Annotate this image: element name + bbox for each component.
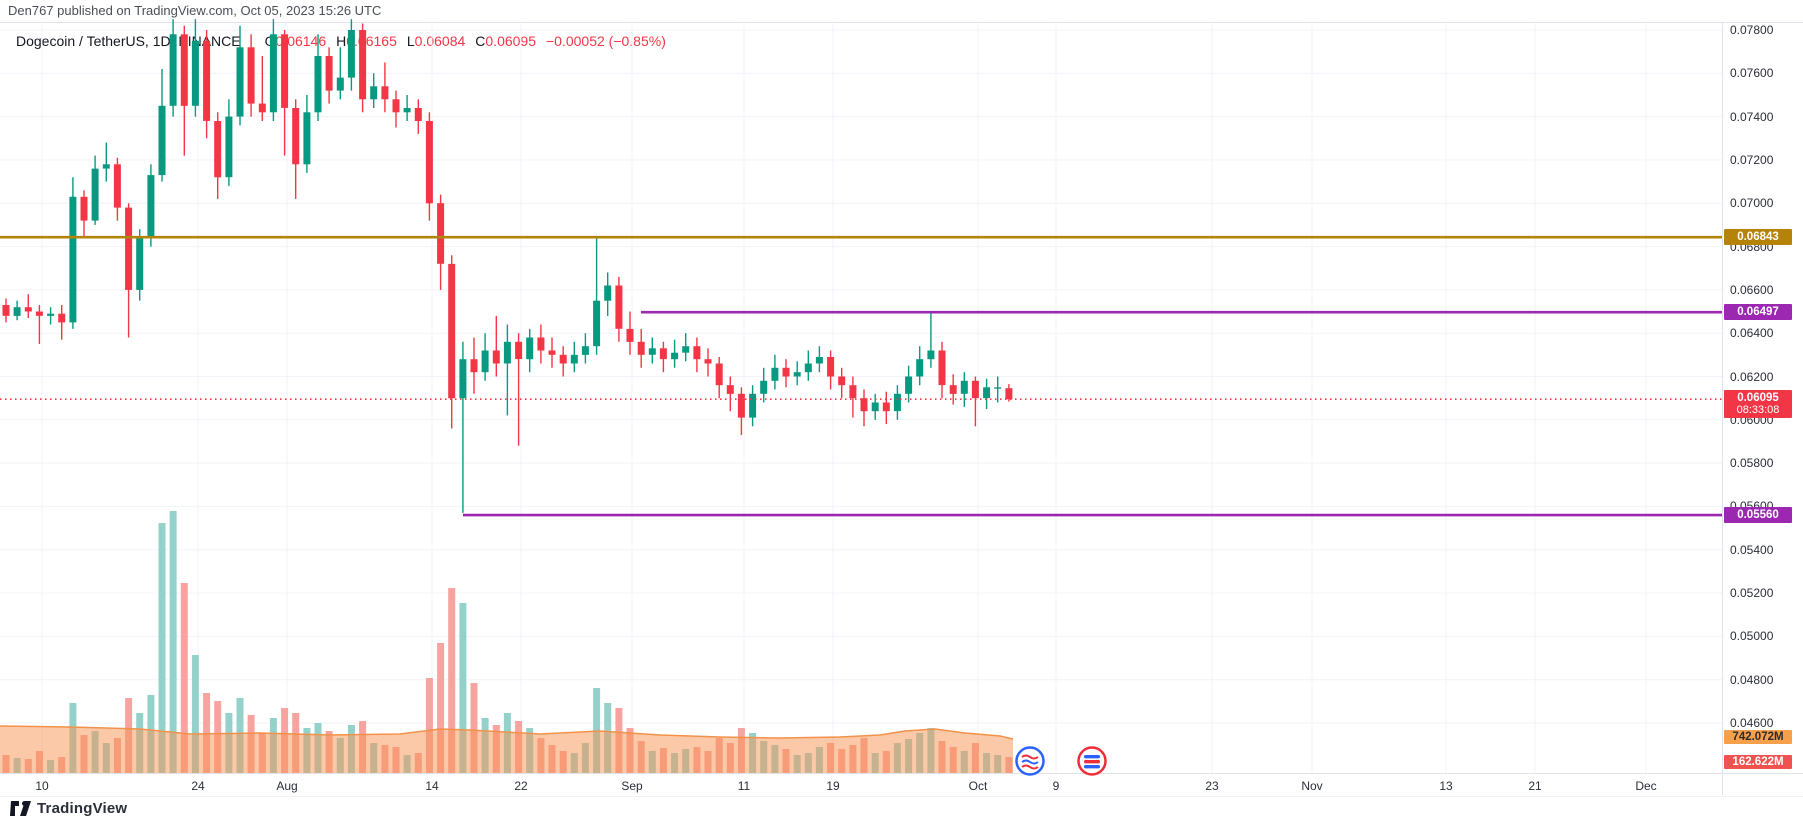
time-tick-label: Oct — [968, 779, 988, 793]
low-value: 0.06084 — [414, 33, 466, 49]
price-tick-label: 0.07400 — [1730, 109, 1774, 124]
close-label: C — [475, 33, 486, 49]
price-tick-label: 0.04800 — [1730, 672, 1774, 687]
price-tick-label: 0.05000 — [1730, 629, 1774, 644]
price-tick-label: 0.06200 — [1730, 369, 1774, 384]
time-tick-label: 14 — [425, 779, 439, 793]
high-value: 0.06165 — [346, 33, 397, 49]
change-value: −0.00052 (−0.85%) — [546, 33, 666, 49]
price-tick-label: 0.05400 — [1730, 542, 1774, 557]
coin-stamp-icon-1 — [1015, 746, 1045, 776]
tradingview-footer[interactable]: TradingView — [10, 799, 127, 818]
time-tick-label: Aug — [276, 779, 298, 793]
time-axis-border — [0, 773, 1803, 774]
price-tick-label: 0.07800 — [1730, 23, 1774, 37]
time-tick-label: 13 — [1439, 779, 1453, 793]
publish-byline: Den767 published on TradingView.com, Oct… — [8, 3, 382, 18]
last-price-badge: 0.06095 08:33:08 — [1724, 390, 1792, 419]
price-tick-label: 0.06400 — [1730, 326, 1774, 341]
time-tick-label: 22 — [514, 779, 528, 793]
time-tick-label: 19 — [826, 779, 840, 793]
price-tick-label: 0.05800 — [1730, 456, 1774, 471]
price-tick-label: 0.06600 — [1730, 282, 1774, 297]
support-purple-badge: 0.05560 — [1724, 506, 1792, 523]
time-tick-label: 11 — [737, 779, 751, 793]
tradingview-brand-text: TradingView — [37, 800, 128, 817]
resistance-purple-badge: 0.06497 — [1724, 303, 1792, 320]
watermark-stamps — [1012, 744, 1132, 785]
price-tick-label: 0.07600 — [1730, 66, 1774, 81]
open-value: 0.06146 — [275, 33, 327, 49]
low-label: L — [406, 33, 415, 49]
time-tick-label: Nov — [1301, 779, 1323, 793]
time-tick-label: 10 — [35, 779, 49, 793]
volume-value-badge: 162.622M — [1724, 755, 1792, 769]
price-tick-label: 0.07200 — [1730, 152, 1774, 167]
coin-stamp-icon-2 — [1077, 746, 1107, 776]
high-label: H — [336, 33, 347, 49]
resistance-gold-badge: 0.06843 — [1724, 228, 1792, 245]
price-axis-border — [1722, 22, 1723, 795]
time-tick-label: Dec — [1635, 779, 1657, 793]
chart-top-border — [0, 22, 1803, 23]
time-tick-label: 21 — [1528, 779, 1542, 793]
price-tick-label: 0.05200 — [1730, 586, 1774, 601]
time-tick-label: 23 — [1205, 779, 1219, 793]
price-tick-label: 0.07000 — [1730, 196, 1774, 211]
price-tick-label: 0.04600 — [1730, 716, 1774, 730]
time-tick-label: 24 — [191, 779, 205, 793]
volume-ma-badge: 742.072M — [1724, 730, 1792, 744]
time-tick-label: Sep — [621, 779, 643, 793]
footer-border — [0, 796, 1803, 797]
close-value: 0.06095 — [485, 33, 536, 49]
time-tick-label: 9 — [1052, 779, 1060, 793]
tradingview-logo-icon — [10, 801, 31, 816]
